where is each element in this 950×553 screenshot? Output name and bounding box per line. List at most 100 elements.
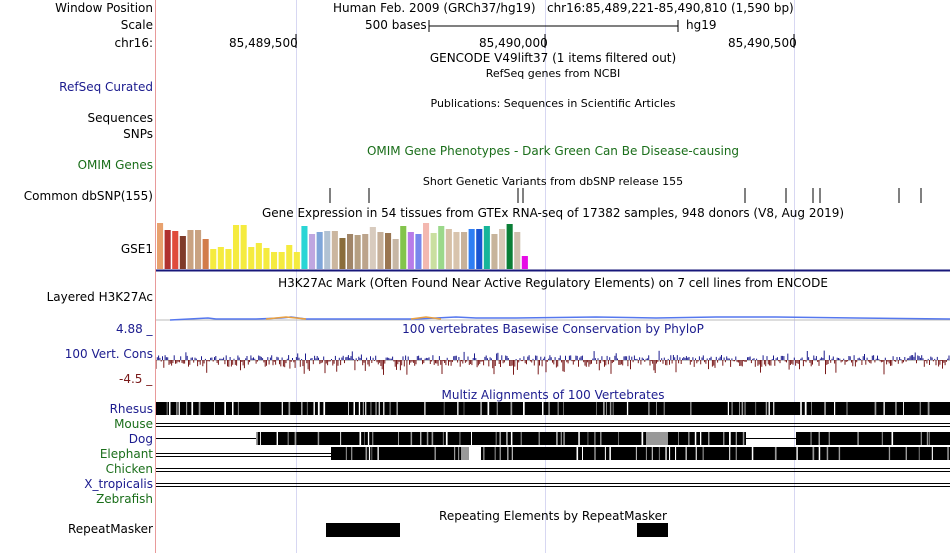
- gtex-tissue-bar[interactable]: [263, 248, 270, 269]
- species-x-tropicalis[interactable]: X_tropicalis: [84, 477, 153, 491]
- gtex-tissue-bar[interactable]: [293, 252, 300, 269]
- repeat-element: [637, 523, 668, 537]
- gtex-tissue-bar[interactable]: [195, 230, 202, 269]
- gridline: [794, 0, 795, 553]
- tick-label: 85,490,500: [728, 36, 797, 50]
- h3k27ac-track-label[interactable]: Layered H3K27Ac: [46, 290, 153, 304]
- gtex-tissue-bar[interactable]: [179, 236, 186, 269]
- gtex-tissue-bar[interactable]: [164, 230, 171, 269]
- gtex-tissue-bar[interactable]: [339, 238, 346, 269]
- tick-label: 85,490,000: [479, 36, 548, 50]
- gtex-tissue-bar[interactable]: [331, 231, 338, 269]
- gtex-tissue-bar[interactable]: [491, 234, 498, 269]
- gtex-tissue-bar[interactable]: [377, 232, 384, 269]
- species-mouse[interactable]: Mouse: [114, 417, 153, 431]
- gridline: [296, 0, 297, 553]
- species-elephant[interactable]: Elephant: [99, 447, 153, 461]
- dbsnp-variants[interactable]: [156, 187, 950, 205]
- gtex-bar-chart[interactable]: [156, 220, 950, 274]
- species-dog[interactable]: Dog: [128, 432, 153, 446]
- species-rhesus[interactable]: Rhesus: [109, 402, 153, 416]
- gtex-tissue-bar[interactable]: [400, 226, 407, 269]
- alignment-block: [256, 432, 646, 445]
- gtex-tissue-bar[interactable]: [187, 230, 194, 269]
- multiz-track-title[interactable]: Multiz Alignments of 100 Vertebrates: [441, 388, 665, 402]
- chrom-label: chr16:: [114, 36, 153, 50]
- gtex-tissue-bar[interactable]: [309, 234, 316, 269]
- gtex-tissue-bar[interactable]: [392, 239, 399, 269]
- gtex-tissue-bar[interactable]: [362, 234, 369, 269]
- gtex-tissue-bar[interactable]: [278, 252, 285, 269]
- gtex-tissue-bar[interactable]: [476, 229, 483, 269]
- gencode-track-title[interactable]: GENCODE V49lift37 (1 items filtered out): [429, 51, 677, 65]
- label-separator: [155, 0, 156, 553]
- publications-track-title[interactable]: Publications: Sequences in Scientific Ar…: [430, 97, 676, 110]
- gtex-tissue-bar[interactable]: [248, 247, 255, 269]
- gtex-tissue-bar[interactable]: [286, 245, 293, 269]
- gtex-tissue-bar[interactable]: [445, 229, 452, 269]
- gtex-tissue-bar[interactable]: [438, 226, 445, 269]
- h3k27ac-track-title[interactable]: H3K27Ac Mark (Often Found Near Active Re…: [278, 276, 828, 290]
- window-position-label: Window Position: [55, 1, 153, 15]
- gtex-track-title[interactable]: Gene Expression in 54 tissues from GTEx …: [261, 206, 845, 220]
- gtex-tissue-bar[interactable]: [407, 232, 414, 269]
- gtex-tissue-bar[interactable]: [483, 226, 490, 269]
- alignment-block: [331, 447, 464, 460]
- repeatmasker-track-title[interactable]: Repeating Elements by RepeatMasker: [439, 509, 667, 523]
- gtex-tissue-bar[interactable]: [347, 234, 354, 269]
- gtex-gene-label[interactable]: GSE1: [120, 242, 153, 256]
- tick-label: 85,489,500: [229, 36, 298, 50]
- gtex-tissue-bar[interactable]: [461, 232, 468, 269]
- dbsnp-track-title[interactable]: Short Genetic Variants from dbSNP releas…: [422, 175, 684, 188]
- gtex-tissue-bar[interactable]: [301, 226, 308, 269]
- repeatmasker-elements[interactable]: [156, 522, 950, 538]
- gtex-tissue-bar[interactable]: [521, 256, 528, 269]
- gtex-tissue-bar[interactable]: [354, 235, 361, 269]
- sequences-track-label[interactable]: Sequences: [87, 111, 153, 125]
- gtex-tissue-bar[interactable]: [514, 232, 521, 269]
- conservation-track-title[interactable]: 100 vertebrates Basewise Conservation by…: [402, 322, 704, 336]
- multiz-alignments[interactable]: [156, 400, 950, 506]
- scale-label: Scale: [120, 18, 153, 32]
- gtex-tissue-bar[interactable]: [172, 231, 179, 269]
- alignment-block: [796, 432, 950, 445]
- gtex-tissue-bar[interactable]: [202, 239, 209, 269]
- repeatmasker-track-label[interactable]: RepeatMasker: [67, 522, 153, 536]
- assembly-name: Human Feb. 2009 (GRCh37/hg19): [333, 1, 536, 15]
- gtex-tissue-bar[interactable]: [157, 223, 164, 269]
- scale-value: 500 bases: [365, 18, 427, 32]
- gtex-tissue-bar[interactable]: [217, 247, 224, 269]
- gtex-tissue-bar[interactable]: [369, 227, 376, 269]
- gtex-tissue-bar[interactable]: [415, 234, 422, 269]
- gtex-tissue-bar[interactable]: [506, 224, 513, 269]
- gtex-tissue-bar[interactable]: [233, 225, 240, 269]
- scale-db: hg19: [686, 18, 717, 32]
- gtex-tissue-bar[interactable]: [210, 249, 217, 269]
- species-chicken[interactable]: Chicken: [105, 462, 153, 476]
- omim-track-label[interactable]: OMIM Genes: [77, 158, 153, 172]
- phylop-conservation-plot[interactable]: [156, 342, 950, 378]
- gtex-tissue-bar[interactable]: [423, 223, 430, 269]
- h3k27ac-signal[interactable]: [156, 312, 950, 322]
- omim-track-title[interactable]: OMIM Gene Phenotypes - Dark Green Can Be…: [366, 144, 740, 158]
- refseq-track-title[interactable]: RefSeq genes from NCBI: [485, 67, 621, 80]
- gtex-tissue-bar[interactable]: [271, 252, 278, 269]
- gtex-tissue-bar[interactable]: [499, 229, 506, 269]
- alignment-block: [481, 447, 950, 460]
- refseq-track-label[interactable]: RefSeq Curated: [59, 80, 153, 94]
- dbsnp-track-label[interactable]: Common dbSNP(155): [23, 189, 153, 203]
- gtex-tissue-bar[interactable]: [385, 233, 392, 269]
- conservation-track-label[interactable]: 100 Vert. Cons: [64, 347, 153, 361]
- gtex-tissue-bar[interactable]: [240, 225, 247, 269]
- species-zebrafish[interactable]: Zebrafish: [96, 492, 153, 506]
- gtex-tissue-bar[interactable]: [468, 229, 475, 269]
- gtex-tissue-bar[interactable]: [225, 249, 232, 269]
- gtex-tissue-bar[interactable]: [255, 243, 262, 269]
- alignment-block: [156, 402, 950, 415]
- gtex-tissue-bar[interactable]: [316, 232, 323, 269]
- gtex-tissue-bar[interactable]: [453, 232, 460, 269]
- conservation-max: 4.88 _: [116, 322, 153, 336]
- snps-track-label[interactable]: SNPs: [123, 127, 153, 141]
- gtex-tissue-bar[interactable]: [324, 231, 331, 269]
- gtex-tissue-bar[interactable]: [430, 233, 437, 269]
